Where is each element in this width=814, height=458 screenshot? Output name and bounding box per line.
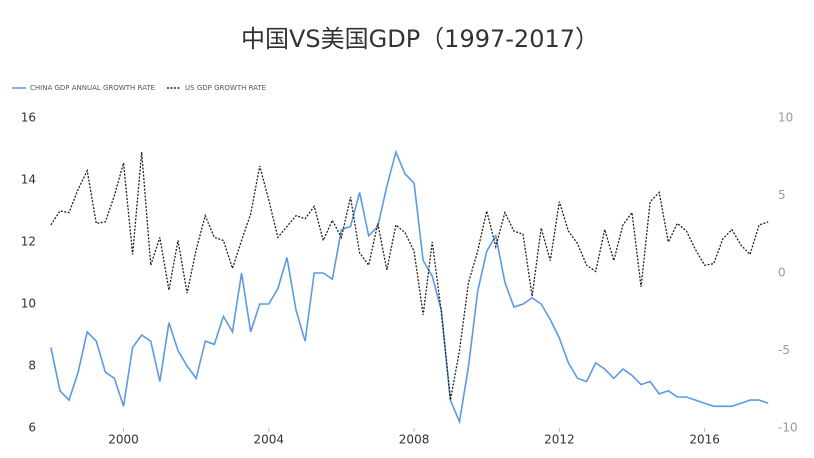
- y-tick-label: 6: [28, 421, 36, 435]
- y-tick-label: 16: [21, 111, 36, 125]
- series-line: [50, 152, 769, 401]
- y2-tick-label: 0: [778, 266, 786, 280]
- chart-title: 中国VS美国GDP（1997-2017）: [241, 25, 599, 53]
- legend-label: CHINA GDP ANNUAL GROWTH RATE: [30, 84, 155, 92]
- y-tick-label: 12: [21, 235, 36, 249]
- legend-label: US GDP GROWTH RATE: [185, 84, 266, 92]
- y-tick-label: 10: [21, 297, 36, 311]
- x-tick-label: 2008: [399, 433, 430, 447]
- x-tick-label: 2004: [254, 433, 285, 447]
- y-tick-label: 14: [21, 173, 36, 187]
- y2-tick-label: 5: [778, 188, 786, 202]
- x-tick-label: 2000: [108, 433, 139, 447]
- y2-tick-label: -5: [778, 343, 790, 357]
- y-tick-label: 8: [28, 359, 36, 373]
- x-tick-label: 2012: [544, 433, 575, 447]
- y2-tick-label: -10: [778, 421, 798, 435]
- x-tick-label: 2016: [689, 433, 720, 447]
- y2-tick-label: 10: [778, 111, 793, 125]
- series-line: [50, 149, 769, 425]
